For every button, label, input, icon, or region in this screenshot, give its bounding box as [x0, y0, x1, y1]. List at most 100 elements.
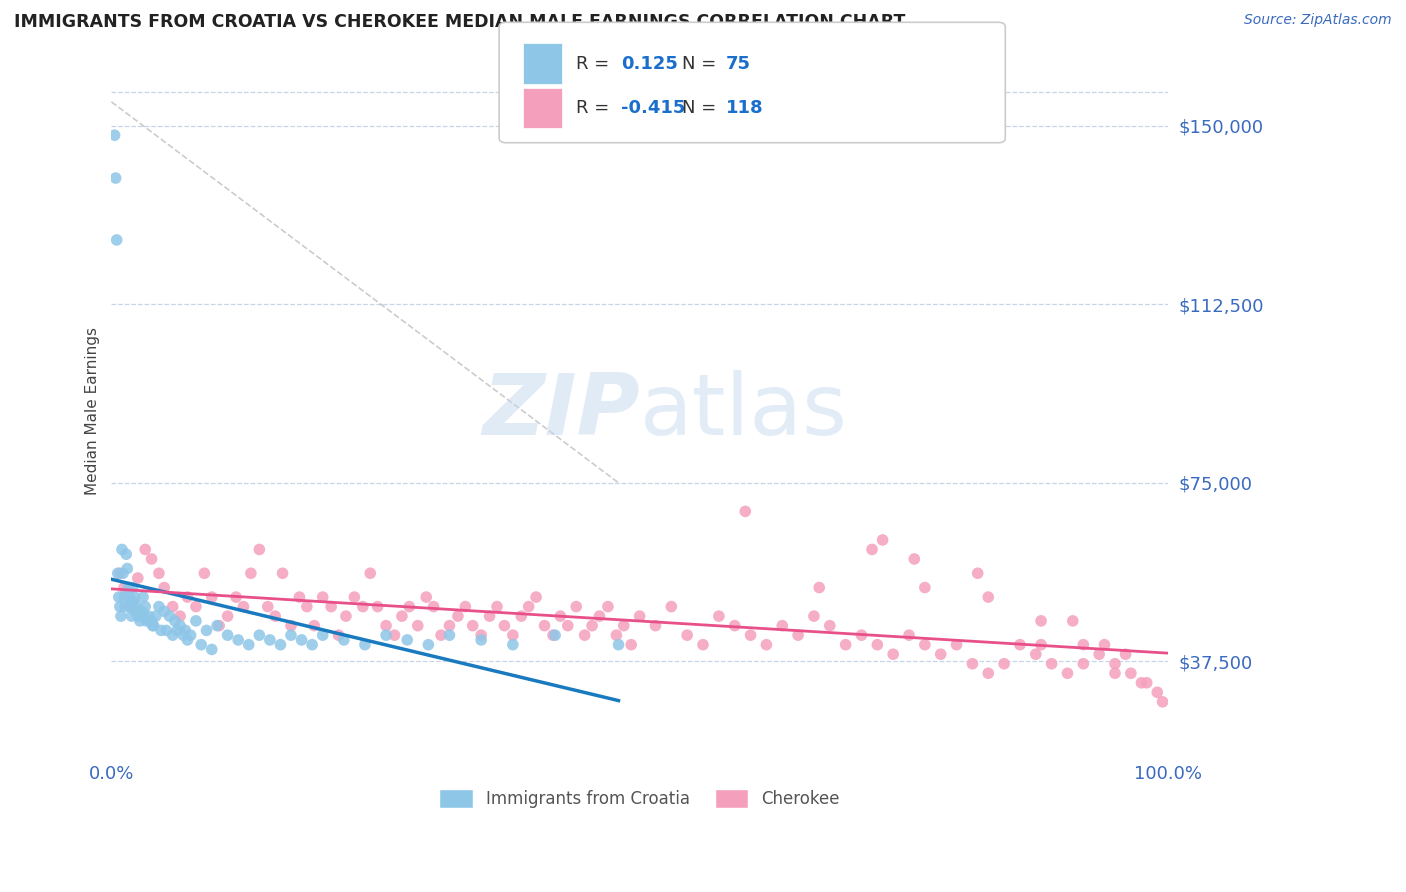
Point — [142, 618, 165, 632]
Point — [321, 599, 343, 614]
Point — [148, 599, 170, 614]
Point — [108, 566, 131, 581]
Point — [1062, 614, 1084, 628]
Point — [288, 590, 311, 604]
Point — [176, 632, 198, 647]
Point — [724, 618, 747, 632]
Point — [114, 599, 136, 614]
Point — [977, 590, 1000, 604]
Point — [343, 590, 366, 604]
Point — [280, 628, 302, 642]
Point — [138, 609, 160, 624]
Text: ZIP: ZIP — [482, 370, 640, 453]
Point — [803, 609, 825, 624]
Point — [533, 618, 555, 632]
Point — [755, 638, 778, 652]
Point — [120, 599, 142, 614]
Point — [121, 609, 143, 624]
Point — [502, 638, 524, 652]
Point — [945, 638, 967, 652]
Point — [141, 552, 163, 566]
Point — [117, 581, 139, 595]
Point — [163, 614, 186, 628]
Point — [707, 609, 730, 624]
Point — [620, 638, 643, 652]
Point — [193, 566, 215, 581]
Point — [676, 628, 699, 642]
Point — [134, 609, 156, 624]
Point — [740, 628, 762, 642]
Point — [104, 171, 127, 186]
Point — [398, 599, 420, 614]
Point — [121, 581, 143, 595]
Point — [502, 628, 524, 642]
Point — [238, 638, 260, 652]
Point — [1073, 638, 1095, 652]
Point — [107, 590, 129, 604]
Point — [122, 595, 145, 609]
Point — [312, 628, 335, 642]
Point — [977, 666, 1000, 681]
Point — [256, 599, 278, 614]
Point — [105, 233, 128, 247]
Point — [1029, 638, 1052, 652]
Point — [201, 590, 224, 604]
Point — [145, 609, 167, 624]
Point — [271, 566, 294, 581]
Point — [295, 599, 318, 614]
Point — [172, 628, 194, 642]
Point — [153, 604, 176, 618]
Legend: Immigrants from Croatia, Cherokee: Immigrants from Croatia, Cherokee — [433, 782, 846, 814]
Point — [328, 628, 350, 642]
Point — [195, 624, 218, 638]
Point — [929, 647, 952, 661]
Point — [485, 599, 508, 614]
Point — [808, 581, 831, 595]
Point — [860, 542, 883, 557]
Point — [190, 638, 212, 652]
Point — [565, 599, 588, 614]
Point — [422, 599, 444, 614]
Point — [129, 614, 152, 628]
Point — [993, 657, 1015, 671]
Point — [461, 618, 484, 632]
Point — [247, 628, 270, 642]
Point — [439, 628, 461, 642]
Point — [866, 638, 889, 652]
Point — [110, 609, 132, 624]
Point — [882, 647, 904, 661]
Point — [127, 571, 149, 585]
Point — [415, 590, 437, 604]
Point — [384, 628, 406, 642]
Point — [770, 618, 793, 632]
Point — [184, 614, 207, 628]
Point — [605, 628, 627, 642]
Text: 0.125: 0.125 — [621, 54, 678, 72]
Point — [112, 581, 135, 595]
Point — [478, 609, 501, 624]
Point — [107, 566, 129, 581]
Point — [375, 628, 398, 642]
Point — [391, 609, 413, 624]
Point — [128, 604, 150, 618]
Text: N =: N = — [682, 54, 721, 72]
Point — [734, 504, 756, 518]
Point — [108, 599, 131, 614]
Point — [201, 642, 224, 657]
Point — [115, 547, 138, 561]
Point — [312, 590, 335, 604]
Point — [1056, 666, 1078, 681]
Point — [1088, 647, 1111, 661]
Point — [872, 533, 894, 547]
Point — [134, 599, 156, 614]
Point — [103, 128, 125, 143]
Point — [159, 609, 181, 624]
Point — [131, 604, 153, 618]
Point — [259, 632, 281, 647]
Text: -0.415: -0.415 — [621, 99, 686, 117]
Point — [470, 632, 492, 647]
Point — [280, 618, 302, 632]
Point — [439, 618, 461, 632]
Point — [1040, 657, 1063, 671]
Point — [135, 614, 157, 628]
